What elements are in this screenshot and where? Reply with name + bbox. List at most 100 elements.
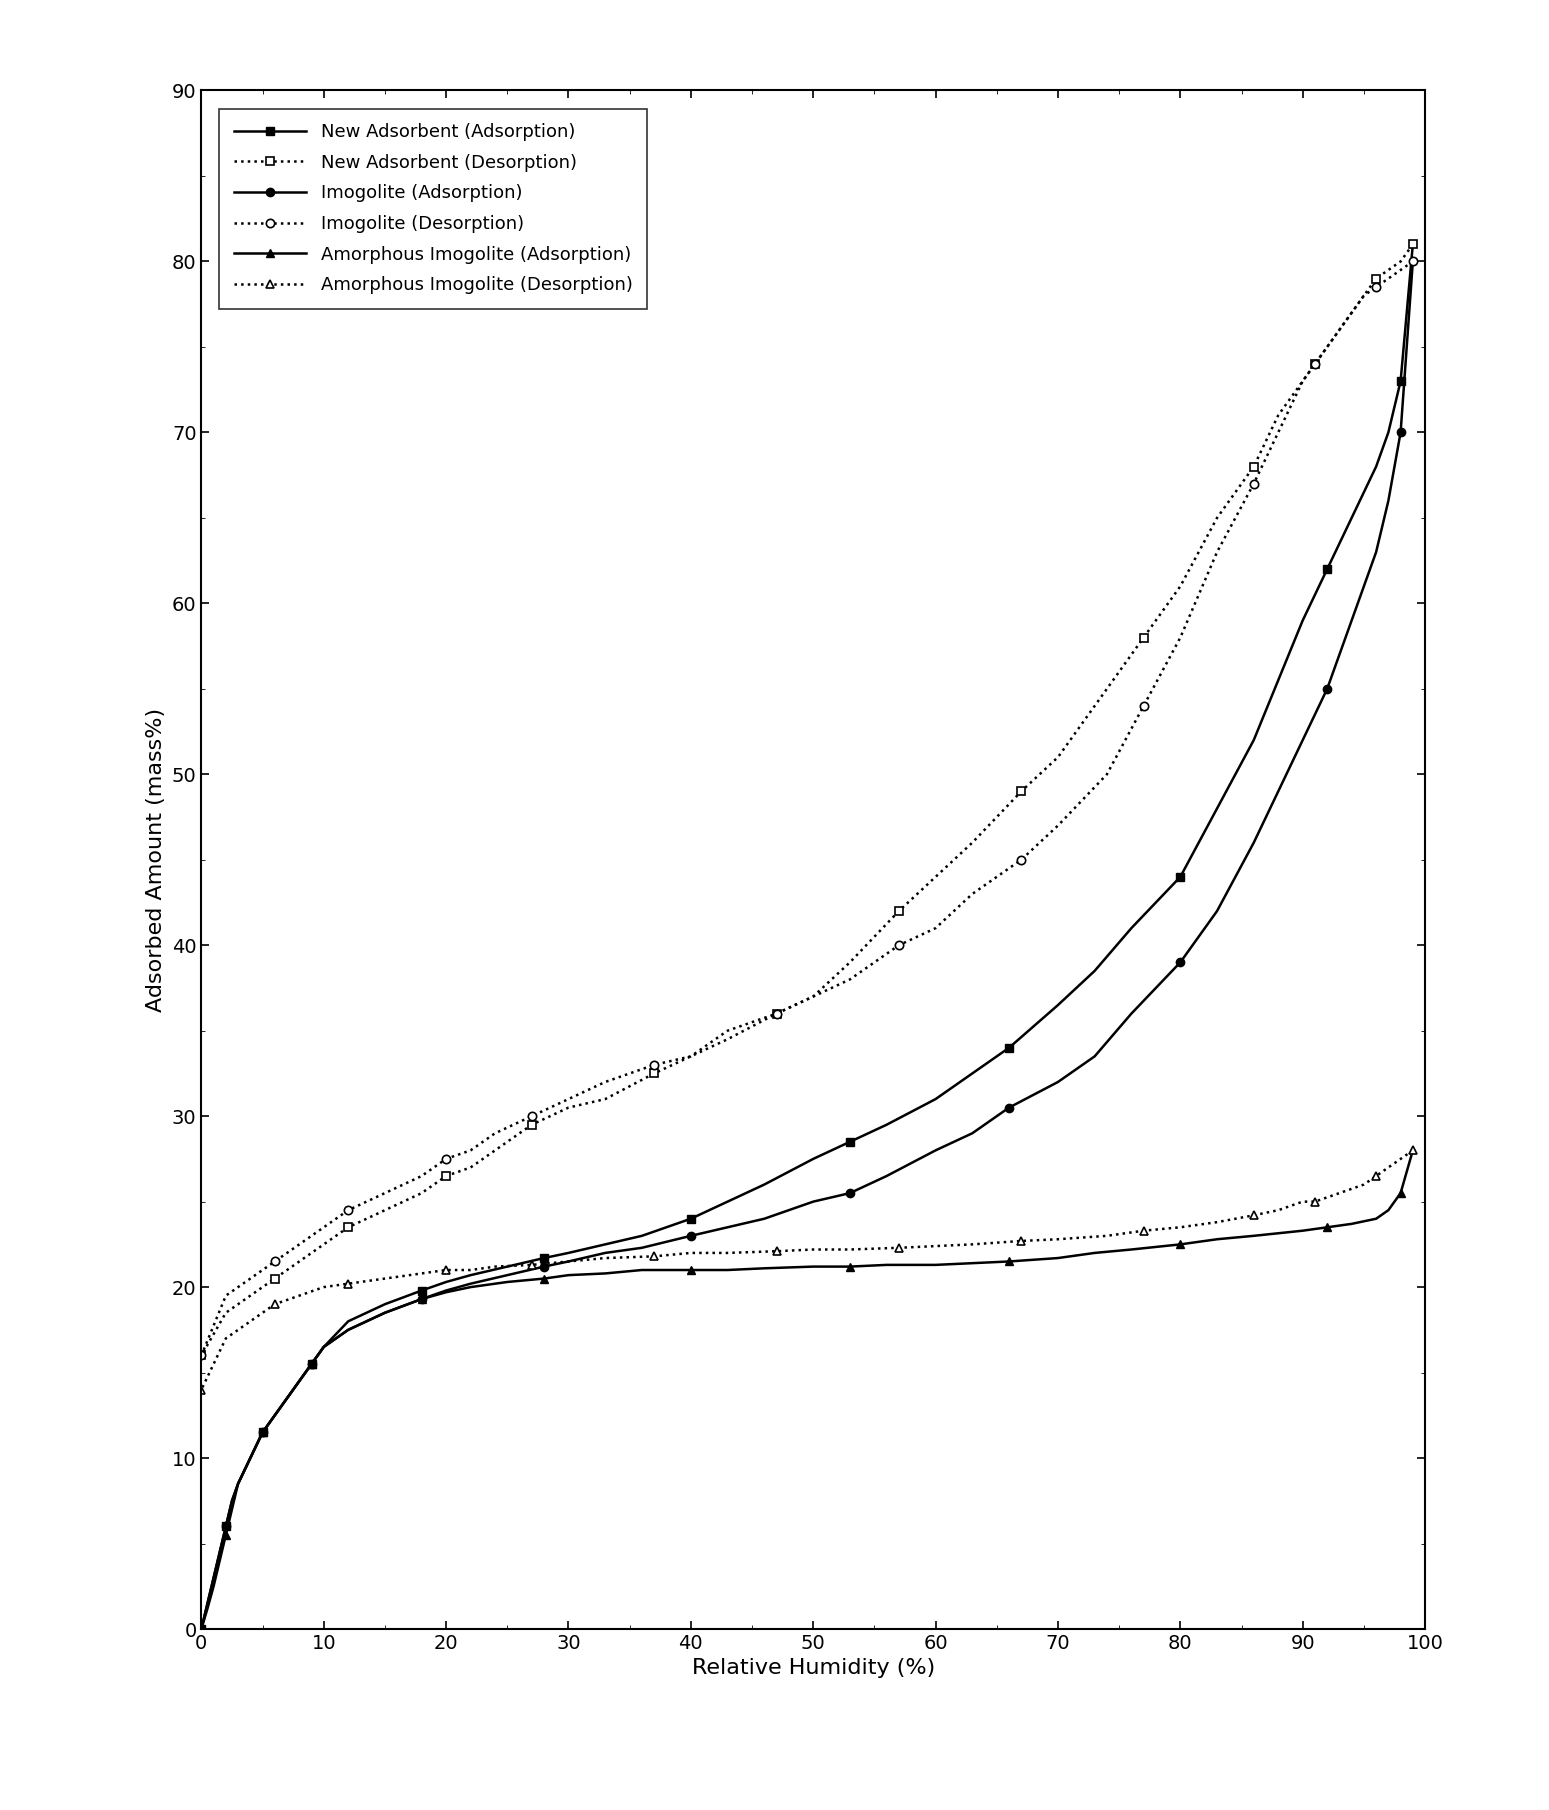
Amorphous Imogolite (Adsorption) xyxy=(999,1251,1018,1272)
Amorphous Imogolite (Desorption) xyxy=(1354,1173,1372,1195)
New Adsorbent (Desorption) xyxy=(926,865,945,887)
Imogolite (Adsorption) xyxy=(499,1263,517,1285)
Imogolite (Adsorption) xyxy=(963,1122,982,1144)
Imogolite (Adsorption) xyxy=(437,1280,455,1301)
Amorphous Imogolite (Desorption) xyxy=(1244,1204,1262,1225)
Amorphous Imogolite (Adsorption) xyxy=(877,1254,895,1276)
Amorphous Imogolite (Adsorption) xyxy=(596,1263,615,1285)
New Adsorbent (Adsorption) xyxy=(499,1256,517,1278)
Amorphous Imogolite (Adsorption) xyxy=(1391,1182,1410,1204)
Imogolite (Adsorption) xyxy=(1318,679,1337,700)
Imogolite (Adsorption) xyxy=(754,1207,773,1229)
Amorphous Imogolite (Adsorption) xyxy=(265,1405,283,1426)
New Adsorbent (Adsorption) xyxy=(277,1386,296,1408)
Imogolite (Desorption) xyxy=(1366,277,1385,299)
New Adsorbent (Adsorption) xyxy=(1121,918,1140,939)
Amorphous Imogolite (Desorption) xyxy=(437,1260,455,1281)
New Adsorbent (Adsorption) xyxy=(719,1191,737,1213)
New Adsorbent (Desorption) xyxy=(1098,679,1117,700)
Imogolite (Desorption) xyxy=(926,918,945,939)
Amorphous Imogolite (Adsorption) xyxy=(290,1370,308,1392)
New Adsorbent (Desorption) xyxy=(1208,507,1227,529)
Amorphous Imogolite (Adsorption) xyxy=(242,1448,260,1470)
New Adsorbent (Adsorption) xyxy=(412,1280,431,1301)
Amorphous Imogolite (Desorption) xyxy=(217,1327,235,1348)
Amorphous Imogolite (Adsorption) xyxy=(462,1276,480,1298)
Amorphous Imogolite (Adsorption) xyxy=(559,1263,578,1285)
New Adsorbent (Adsorption) xyxy=(302,1354,321,1376)
New Adsorbent (Desorption) xyxy=(1354,284,1372,306)
New Adsorbent (Desorption) xyxy=(889,900,908,921)
Amorphous Imogolite (Desorption) xyxy=(596,1247,615,1269)
Imogolite (Desorption) xyxy=(1244,472,1262,494)
Amorphous Imogolite (Desorption) xyxy=(644,1245,663,1267)
New Adsorbent (Adsorption) xyxy=(1208,798,1227,820)
Line: Imogolite (Adsorption): Imogolite (Adsorption) xyxy=(197,257,1417,1633)
Imogolite (Desorption) xyxy=(437,1148,455,1169)
New Adsorbent (Adsorption) xyxy=(682,1207,700,1229)
Amorphous Imogolite (Desorption) xyxy=(375,1267,393,1289)
Amorphous Imogolite (Adsorption) xyxy=(211,1549,229,1571)
New Adsorbent (Desorption) xyxy=(265,1267,283,1289)
Imogolite (Adsorption) xyxy=(252,1421,273,1443)
New Adsorbent (Adsorption) xyxy=(534,1247,553,1269)
Imogolite (Adsorption) xyxy=(229,1473,248,1495)
Imogolite (Desorption) xyxy=(1134,695,1152,717)
Imogolite (Adsorption) xyxy=(841,1182,860,1204)
Amorphous Imogolite (Adsorption) xyxy=(277,1386,296,1408)
Imogolite (Desorption) xyxy=(339,1200,358,1222)
Imogolite (Adsorption) xyxy=(1121,1003,1140,1024)
Amorphous Imogolite (Adsorption) xyxy=(314,1336,333,1358)
Imogolite (Adsorption) xyxy=(339,1319,358,1341)
Imogolite (Adsorption) xyxy=(1049,1072,1067,1093)
New Adsorbent (Adsorption) xyxy=(804,1148,823,1169)
Imogolite (Desorption) xyxy=(1293,371,1312,393)
Amorphous Imogolite (Desorption) xyxy=(841,1238,860,1260)
Amorphous Imogolite (Desorption) xyxy=(1403,1140,1422,1162)
New Adsorbent (Desorption) xyxy=(804,986,823,1008)
New Adsorbent (Desorption) xyxy=(719,1028,737,1050)
New Adsorbent (Adsorption) xyxy=(252,1421,273,1443)
Amorphous Imogolite (Adsorption) xyxy=(217,1524,235,1546)
Imogolite (Desorption) xyxy=(412,1166,431,1187)
Amorphous Imogolite (Adsorption) xyxy=(223,1499,242,1520)
Imogolite (Adsorption) xyxy=(1208,900,1227,921)
Amorphous Imogolite (Desorption) xyxy=(889,1236,908,1258)
Imogolite (Desorption) xyxy=(462,1140,480,1162)
New Adsorbent (Desorption) xyxy=(1049,746,1067,767)
Amorphous Imogolite (Desorption) xyxy=(1293,1191,1312,1213)
Imogolite (Desorption) xyxy=(767,1003,785,1024)
Amorphous Imogolite (Adsorption) xyxy=(499,1271,517,1292)
Y-axis label: Adsorbed Amount (mass%): Adsorbed Amount (mass%) xyxy=(146,708,166,1012)
New Adsorbent (Adsorption) xyxy=(204,1567,223,1589)
New Adsorbent (Desorption) xyxy=(437,1166,455,1187)
Imogolite (Adsorption) xyxy=(223,1490,242,1511)
Imogolite (Adsorption) xyxy=(1244,833,1262,854)
Line: Amorphous Imogolite (Adsorption): Amorphous Imogolite (Adsorption) xyxy=(197,1146,1417,1633)
Amorphous Imogolite (Desorption) xyxy=(1049,1229,1067,1251)
Amorphous Imogolite (Adsorption) xyxy=(412,1289,431,1310)
New Adsorbent (Adsorption) xyxy=(1366,456,1385,478)
Amorphous Imogolite (Desorption) xyxy=(462,1260,480,1281)
Amorphous Imogolite (Adsorption) xyxy=(198,1598,217,1620)
New Adsorbent (Adsorption) xyxy=(1171,865,1190,887)
Amorphous Imogolite (Adsorption) xyxy=(1403,1140,1422,1162)
Amorphous Imogolite (Adsorption) xyxy=(1049,1247,1067,1269)
New Adsorbent (Adsorption) xyxy=(242,1448,260,1470)
New Adsorbent (Desorption) xyxy=(242,1285,260,1307)
New Adsorbent (Adsorption) xyxy=(1086,959,1104,981)
Amorphous Imogolite (Desorption) xyxy=(767,1240,785,1262)
Amorphous Imogolite (Desorption) xyxy=(682,1242,700,1263)
Amorphous Imogolite (Adsorption) xyxy=(1121,1238,1140,1260)
Imogolite (Desorption) xyxy=(804,986,823,1008)
Amorphous Imogolite (Adsorption) xyxy=(1366,1207,1385,1229)
New Adsorbent (Desorption) xyxy=(1269,404,1287,425)
Amorphous Imogolite (Adsorption) xyxy=(302,1354,321,1376)
Amorphous Imogolite (Adsorption) xyxy=(926,1254,945,1276)
Amorphous Imogolite (Desorption) xyxy=(290,1285,308,1307)
Imogolite (Adsorption) xyxy=(290,1370,308,1392)
Amorphous Imogolite (Adsorption) xyxy=(339,1319,358,1341)
Imogolite (Desorption) xyxy=(1049,814,1067,836)
New Adsorbent (Desorption) xyxy=(1379,259,1397,281)
Imogolite (Adsorption) xyxy=(192,1618,211,1640)
